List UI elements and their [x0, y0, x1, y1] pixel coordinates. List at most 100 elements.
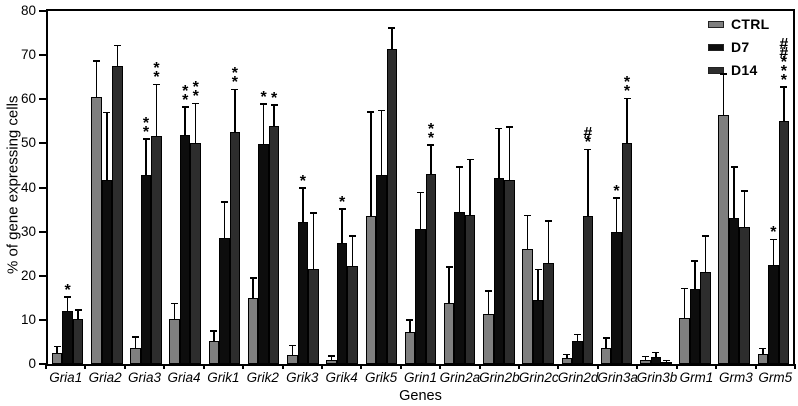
bar-group-grin3b — [636, 11, 675, 364]
error-bar — [783, 87, 785, 122]
legend: CTRL D7 D14 — [708, 16, 770, 85]
bar-d14-gria3: * * — [151, 11, 162, 364]
error-bar-cap — [456, 166, 464, 168]
error-bar-cap — [613, 197, 621, 199]
error-bar — [644, 357, 646, 360]
error-bar-cap — [388, 27, 396, 29]
error-bar — [615, 198, 618, 232]
x-tick-mark — [478, 364, 481, 369]
bar-ctrl-gria2 — [91, 11, 102, 364]
bar-ctrl-grm1 — [679, 11, 690, 364]
error-bar — [448, 267, 450, 304]
error-bar-cap — [377, 109, 385, 112]
x-tick-label-grin3a: Grin3a — [597, 370, 638, 385]
x-tick-label-grin2d: Grin2d — [557, 370, 599, 385]
bar-fill — [287, 355, 298, 364]
bar-fill — [728, 218, 740, 364]
error-bar — [106, 113, 108, 180]
y-tick-label: 50 — [20, 135, 36, 151]
significance-marks: * — [271, 89, 278, 107]
error-bar-cap — [445, 266, 453, 268]
error-bar — [370, 112, 372, 217]
x-tick-mark — [596, 364, 599, 369]
y-tick-mark — [39, 10, 46, 12]
error-bar-cap — [602, 337, 610, 339]
error-bar — [576, 335, 579, 341]
x-tick-label-grik3: Grik3 — [286, 370, 319, 385]
bar-fill — [326, 359, 337, 364]
error-bar — [733, 167, 735, 219]
x-tick-mark — [518, 364, 521, 369]
bar-group-grin1: * * — [401, 11, 440, 364]
bar-group-grik5 — [362, 11, 401, 364]
x-tick-mark — [794, 364, 796, 369]
x-tick-label-grik1: Grik1 — [207, 370, 240, 385]
error-bar-cap — [652, 351, 660, 354]
error-bar — [508, 127, 511, 181]
error-bar — [302, 188, 304, 222]
bar-d7-grm3 — [728, 11, 740, 364]
significance-marks: * * — [623, 74, 631, 101]
bar-fill — [700, 272, 711, 364]
x-tick-mark — [557, 364, 560, 369]
error-bar-cap — [53, 345, 61, 348]
error-bar-cap — [584, 148, 592, 150]
bar-d14-grin2a — [464, 11, 476, 364]
error-bar-cap — [92, 60, 100, 62]
bar-fill — [297, 221, 309, 364]
error-bar-cap — [103, 111, 111, 114]
error-bar-cap — [484, 290, 492, 292]
bar-fill — [219, 237, 230, 364]
error-bar-cap — [573, 333, 581, 336]
bar-d14-grin2c — [543, 11, 554, 364]
bar-ctrl-gria3 — [130, 11, 141, 364]
significance-marks: # # * * * — [779, 35, 789, 89]
bar-d7-gria3: * * — [140, 11, 152, 364]
error-bar — [694, 261, 696, 289]
error-bar-cap — [623, 97, 631, 100]
bar-d14-gria1 — [72, 11, 84, 364]
error-bar — [419, 193, 422, 229]
bar-d7-grik2: * — [258, 11, 269, 364]
bar-fill — [543, 262, 554, 364]
bar-fill — [621, 143, 633, 364]
error-bar — [351, 236, 354, 266]
bar-ctrl-grik2 — [247, 11, 259, 364]
error-bar — [213, 331, 215, 341]
bar-fill — [308, 269, 319, 364]
bar-fill — [140, 175, 152, 364]
significance-marks: * * — [182, 82, 189, 109]
bar-fill — [130, 347, 141, 364]
error-bar — [409, 320, 411, 332]
bar-fill — [532, 300, 544, 364]
bar-d7-gria1: * — [62, 11, 73, 364]
bar-fill — [169, 319, 180, 364]
bar-fill — [425, 174, 437, 364]
bar-d7-gria2 — [101, 11, 113, 364]
bar-fill — [258, 144, 269, 364]
bar-d7-grik1 — [219, 11, 230, 364]
bar-group-grm3 — [715, 11, 754, 364]
error-bar-cap — [427, 144, 435, 146]
error-bar — [722, 75, 725, 115]
bar-fill — [572, 340, 583, 364]
error-bar — [77, 310, 79, 319]
x-tick-mark — [242, 364, 245, 369]
bar-fill — [336, 242, 348, 364]
bar-group-grin2a — [440, 11, 479, 364]
bar-d14-grik2: * — [268, 11, 280, 364]
bar-group-grik3: * — [283, 11, 322, 364]
bar-d7-grin2c — [532, 11, 544, 364]
x-tick-mark — [360, 364, 363, 369]
bar-ctrl-grin3a — [600, 11, 612, 364]
error-bar — [262, 104, 265, 145]
y-tick-mark — [39, 54, 46, 57]
error-bar — [380, 111, 383, 176]
error-bar — [66, 297, 69, 312]
bar-fill — [778, 121, 790, 364]
error-bar-cap — [416, 191, 424, 194]
error-bar-cap — [113, 44, 121, 47]
x-tick-mark — [675, 364, 678, 369]
x-tick-label-grik5: Grik5 — [364, 370, 398, 385]
significance-marks: * — [770, 224, 777, 242]
